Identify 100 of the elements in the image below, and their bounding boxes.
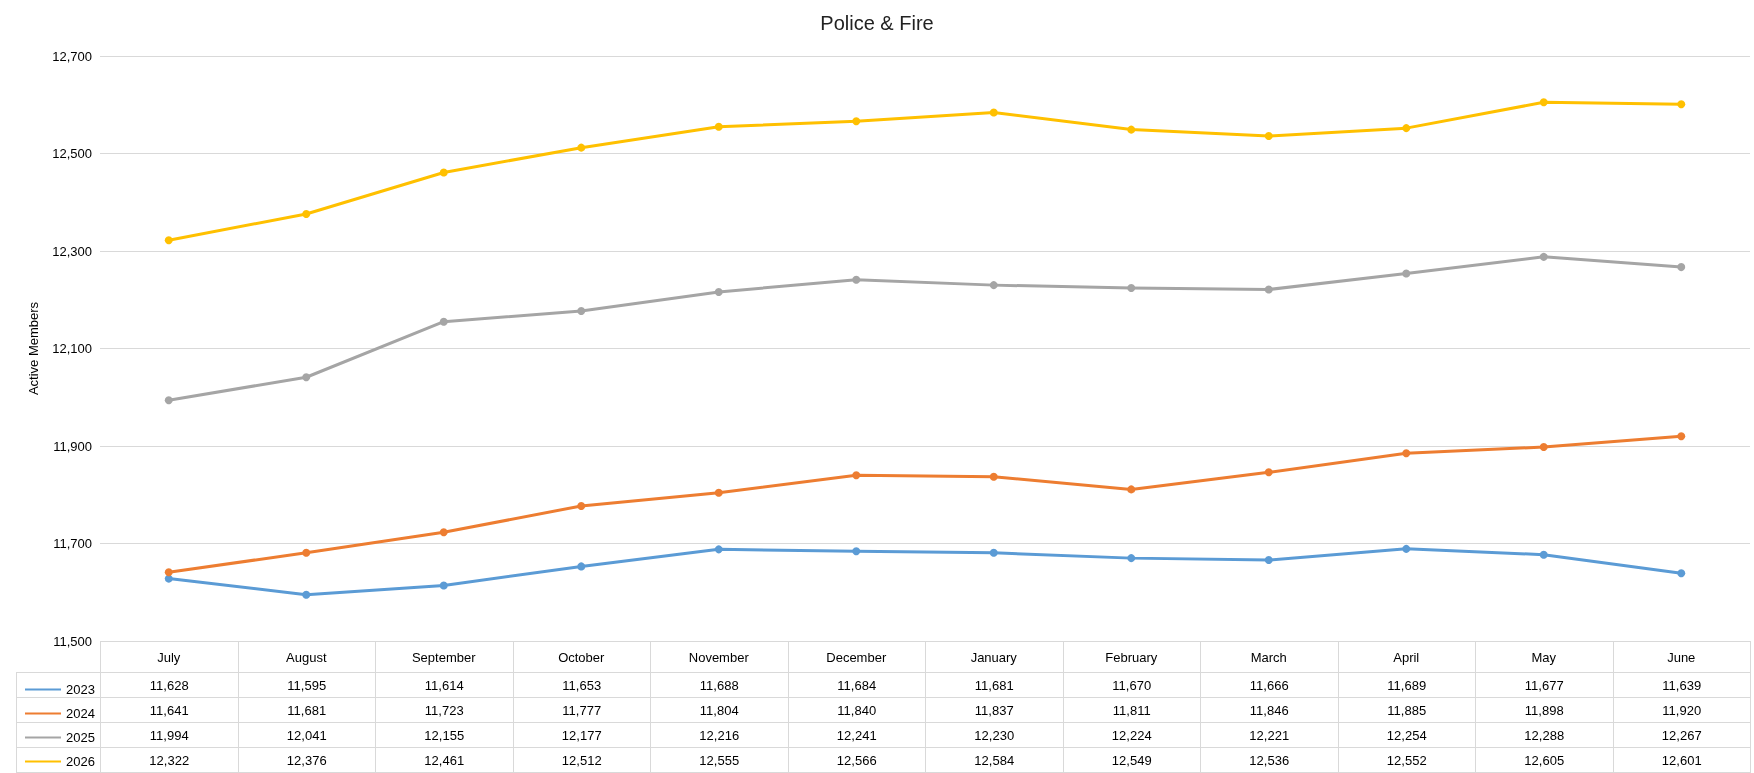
- data-label: 11,920: [1612, 697, 1751, 723]
- point: [1677, 100, 1686, 109]
- point: [852, 275, 861, 284]
- point: [302, 590, 311, 599]
- point: [164, 236, 173, 245]
- data-label: 12,536: [1200, 747, 1339, 773]
- y-tick-label: 11,900: [53, 438, 92, 454]
- point: [1539, 550, 1548, 559]
- point: [852, 471, 861, 480]
- data-label: 12,155: [375, 722, 514, 748]
- point: [1402, 124, 1411, 133]
- data-label: 11,677: [1475, 672, 1614, 698]
- point: [302, 548, 311, 557]
- x-tick-label: December: [826, 650, 887, 665]
- data-label: 11,688: [650, 672, 789, 698]
- x-tick-label: November: [688, 650, 750, 665]
- y-axis-title: Active Members: [26, 301, 41, 396]
- data-label: 11,898: [1475, 697, 1614, 723]
- data-label: 11,666: [1200, 672, 1339, 698]
- data-label: 11,837: [925, 697, 1064, 723]
- point: [164, 396, 173, 405]
- y-tick-label: 12,700: [52, 48, 92, 64]
- data-label: 11,994: [100, 722, 239, 748]
- point: [1539, 98, 1548, 107]
- data-label: 12,267: [1612, 722, 1751, 748]
- data-label: 11,885: [1337, 697, 1476, 723]
- point: [1264, 468, 1273, 477]
- data-label: 11,684: [787, 672, 926, 698]
- data-label: 12,288: [1475, 722, 1614, 748]
- point: [302, 209, 311, 218]
- point: [1402, 449, 1411, 458]
- point: [439, 168, 448, 177]
- data-label: 12,605: [1475, 747, 1614, 773]
- data-label: 12,224: [1062, 722, 1201, 748]
- data-label: 11,777: [512, 697, 651, 723]
- point: [1677, 263, 1686, 272]
- point: [1127, 485, 1136, 494]
- point: [989, 472, 998, 481]
- x-tick-label: August: [286, 650, 327, 665]
- point: [1539, 442, 1548, 451]
- x-tick-label: July: [157, 650, 181, 665]
- point: [714, 122, 723, 131]
- x-tick-label: February: [1105, 650, 1158, 665]
- point: [1402, 269, 1411, 278]
- point: [1127, 125, 1136, 134]
- data-label: 12,549: [1062, 747, 1201, 773]
- data-label: 11,653: [512, 672, 651, 698]
- x-tick-label: May: [1531, 650, 1557, 665]
- point: [1127, 554, 1136, 563]
- point: [577, 306, 586, 315]
- data-label: 12,041: [237, 722, 376, 748]
- data-label: 12,552: [1337, 747, 1476, 773]
- data-label: 12,221: [1200, 722, 1339, 748]
- data-label: 11,628: [100, 672, 239, 698]
- point: [1539, 252, 1548, 261]
- point: [577, 562, 586, 571]
- y-tick-label: 12,300: [52, 243, 92, 259]
- point: [989, 108, 998, 117]
- data-label: 12,566: [787, 747, 926, 773]
- x-tick-label: April: [1393, 650, 1420, 665]
- data-label: 11,846: [1200, 697, 1339, 723]
- data-label: 12,216: [650, 722, 789, 748]
- data-label: 11,614: [375, 672, 514, 698]
- data-label: 12,254: [1337, 722, 1476, 748]
- data-label: 12,584: [925, 747, 1064, 773]
- data-label: 12,601: [1612, 747, 1751, 773]
- data-label: 11,723: [375, 697, 514, 723]
- point: [714, 545, 723, 554]
- data-label: 11,641: [100, 697, 239, 723]
- point: [1127, 284, 1136, 293]
- point: [577, 501, 586, 510]
- data-label: 11,689: [1337, 672, 1476, 698]
- point: [989, 548, 998, 557]
- y-tick-label: 11,500: [53, 633, 92, 649]
- data-label: 12,461: [375, 747, 514, 773]
- data-label: 12,512: [512, 747, 651, 773]
- data-label: 11,840: [787, 697, 926, 723]
- y-tick-label: 12,100: [52, 341, 92, 356]
- data-label: 11,811: [1062, 697, 1201, 723]
- point: [439, 528, 448, 537]
- legend-label: 2025: [66, 730, 95, 745]
- point: [577, 143, 586, 152]
- data-label: 11,595: [237, 672, 376, 698]
- x-tick-label: September: [411, 650, 477, 665]
- legend-label: 2026: [66, 754, 95, 769]
- data-label: 12,177: [512, 722, 651, 748]
- point: [439, 581, 448, 590]
- point: [852, 117, 861, 126]
- point: [1677, 569, 1686, 578]
- point: [164, 574, 173, 583]
- point: [1677, 432, 1686, 441]
- point: [714, 287, 723, 296]
- point: [1402, 544, 1411, 553]
- point: [164, 568, 173, 577]
- data-label: 12,322: [100, 747, 239, 773]
- data-label: 12,241: [787, 722, 926, 748]
- point: [1264, 131, 1273, 140]
- data-label: 11,639: [1612, 672, 1751, 698]
- x-tick-label: October: [558, 650, 606, 665]
- point: [714, 488, 723, 497]
